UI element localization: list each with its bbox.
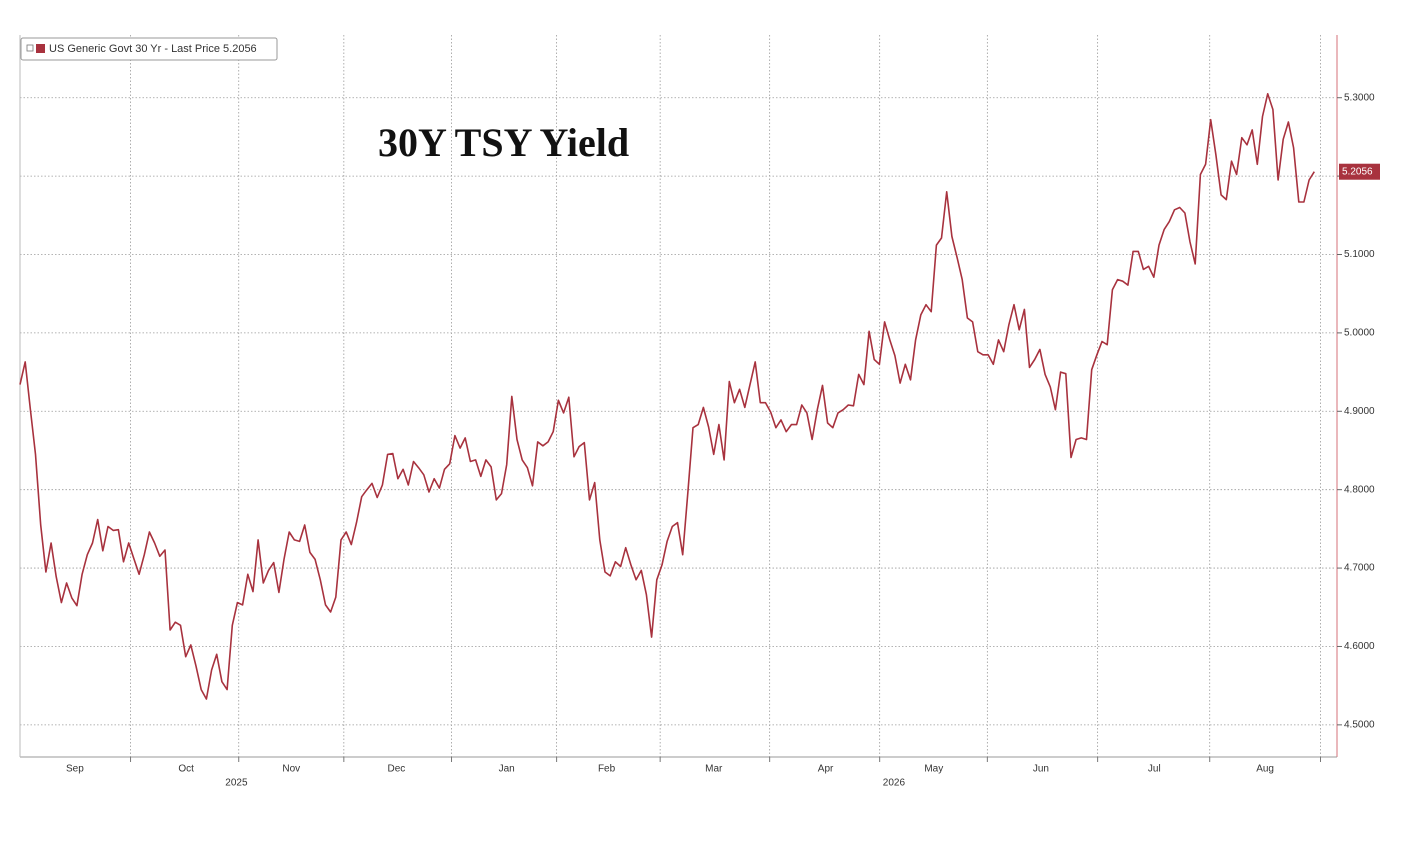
x-tick-label: Mar xyxy=(705,764,723,775)
legend-swatch xyxy=(36,44,45,53)
legend-toggle xyxy=(26,44,34,52)
x-tick-label: Jun xyxy=(1033,764,1049,775)
x-tick-label: Sep xyxy=(66,764,84,775)
y-tick-label: 4.9000 xyxy=(1344,406,1375,417)
data-line xyxy=(19,93,1315,700)
y-tick-label: 5.1000 xyxy=(1344,249,1375,260)
x-tick-label: Oct xyxy=(178,764,194,775)
last-price-box xyxy=(1339,163,1380,180)
x-tick-label: Nov xyxy=(282,764,300,775)
y-tick-label: 5.0000 xyxy=(1344,328,1375,339)
year-label: 2025 xyxy=(225,778,248,789)
y-tick-label: 4.7000 xyxy=(1344,563,1375,574)
x-tick-label: Aug xyxy=(1256,764,1274,775)
y-tick-label: 5.3000 xyxy=(1344,92,1375,103)
year-label: 2026 xyxy=(883,778,906,789)
x-tick-label: Dec xyxy=(387,764,405,775)
grid xyxy=(20,35,1335,757)
y-tick-label: 4.5000 xyxy=(1344,719,1375,730)
y-tick-label: 4.8000 xyxy=(1344,484,1375,495)
legend-box xyxy=(20,37,278,61)
legend: US Generic Govt 30 Yr - Last Price 5.205… xyxy=(20,37,278,61)
x-tick-label: Feb xyxy=(598,764,616,775)
last-price-label: 5.2056 xyxy=(1342,166,1373,177)
legend-label: US Generic Govt 30 Yr - Last Price 5.205… xyxy=(49,43,257,55)
x-tick-label: Jul xyxy=(1148,764,1161,775)
x-tick-label: May xyxy=(924,764,943,775)
chart-title: 30Y TSY Yield xyxy=(378,120,629,165)
x-tick-label: Jan xyxy=(499,764,515,775)
y-tick-label: 4.6000 xyxy=(1344,641,1375,652)
x-tick-label: Apr xyxy=(818,764,834,775)
